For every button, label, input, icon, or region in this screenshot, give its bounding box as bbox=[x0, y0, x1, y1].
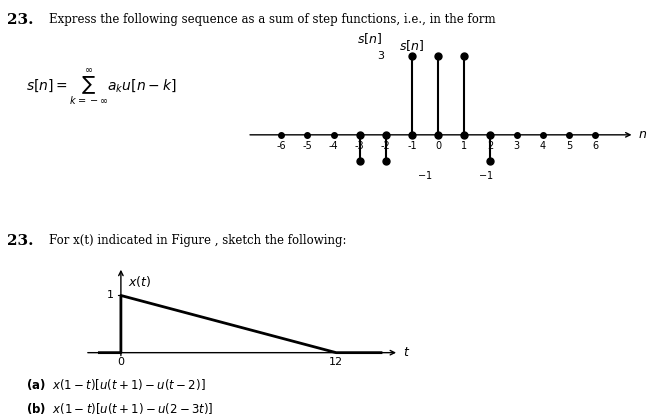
Text: $-1$: $-1$ bbox=[477, 169, 493, 181]
Text: 5: 5 bbox=[566, 141, 572, 151]
Text: -2: -2 bbox=[381, 141, 390, 151]
Text: -5: -5 bbox=[303, 141, 312, 151]
Text: $s[n]$: $s[n]$ bbox=[357, 31, 382, 46]
Text: Express the following sequence as a sum of step functions, i.e., in the form: Express the following sequence as a sum … bbox=[49, 13, 496, 25]
Text: $\bf{(a)}$  $x(1-t)[u(t+1) - u(t-2)]$: $\bf{(a)}$ $x(1-t)[u(t+1) - u(t-2)]$ bbox=[26, 377, 206, 392]
Text: 0: 0 bbox=[435, 141, 441, 151]
Text: 23.: 23. bbox=[7, 13, 33, 27]
Text: -3: -3 bbox=[355, 141, 364, 151]
Text: -1: -1 bbox=[407, 141, 417, 151]
Text: $t$: $t$ bbox=[402, 346, 410, 359]
Text: $s[n]$: $s[n]$ bbox=[400, 38, 424, 53]
Text: -4: -4 bbox=[329, 141, 338, 151]
Text: 3: 3 bbox=[377, 50, 384, 60]
Text: 1: 1 bbox=[461, 141, 468, 151]
Text: 4: 4 bbox=[540, 141, 546, 151]
Text: $\bf{(b)}$  $x(1-t)[u(t+1) - u(2-3t)]$: $\bf{(b)}$ $x(1-t)[u(t+1) - u(2-3t)]$ bbox=[26, 401, 214, 416]
Text: 1: 1 bbox=[107, 291, 114, 301]
Text: $s[n] = \sum_{k=-\infty}^{\infty} a_k u[n-k]$: $s[n] = \sum_{k=-\infty}^{\infty} a_k u[… bbox=[26, 67, 177, 107]
Text: For x(t) indicated in Figure , sketch the following:: For x(t) indicated in Figure , sketch th… bbox=[49, 234, 347, 246]
Text: -6: -6 bbox=[277, 141, 286, 151]
Text: 23.: 23. bbox=[7, 234, 33, 248]
Text: 12: 12 bbox=[329, 357, 343, 367]
Text: $x(t)$: $x(t)$ bbox=[128, 274, 151, 289]
Text: 3: 3 bbox=[513, 141, 520, 151]
Text: $n$: $n$ bbox=[638, 128, 647, 141]
Text: 6: 6 bbox=[592, 141, 598, 151]
Text: 2: 2 bbox=[487, 141, 494, 151]
Text: $-1$: $-1$ bbox=[417, 169, 433, 181]
Text: 0: 0 bbox=[118, 357, 124, 367]
